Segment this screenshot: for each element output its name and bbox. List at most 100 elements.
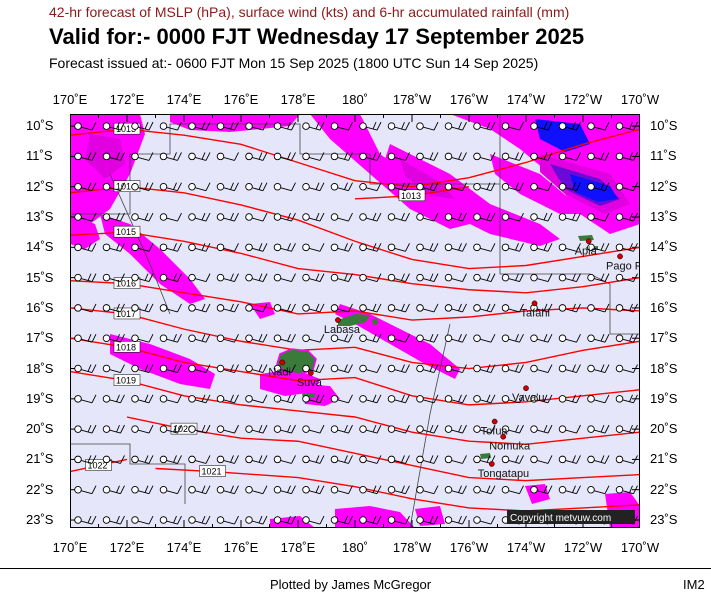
wind-barb <box>131 152 154 161</box>
wind-barb <box>273 485 296 495</box>
wind-barb <box>587 424 610 434</box>
wind-barb <box>330 455 353 464</box>
latitude-label: 22˚S <box>650 481 678 497</box>
wind-barb <box>530 394 553 404</box>
wind-barb <box>530 243 553 252</box>
isobar-label-text: 1019 <box>116 376 136 386</box>
wind-barb <box>387 485 410 495</box>
footer-divider <box>0 568 711 569</box>
wind-barb <box>530 364 553 373</box>
wind-barb <box>473 273 496 283</box>
isobar-label-text: 1016 <box>116 279 136 289</box>
wind-barb <box>245 273 268 283</box>
longitude-label: 180˚ <box>341 540 369 555</box>
latitude-label: 16˚S <box>26 299 54 315</box>
wind-barb <box>216 334 239 343</box>
wind-barb <box>131 273 154 283</box>
wind-barb <box>359 121 382 131</box>
wind-barb <box>359 424 382 434</box>
longitude-label: 176˚W <box>449 92 489 107</box>
wind-barb <box>131 334 154 343</box>
wind-barb <box>330 485 353 495</box>
longitude-label: 172˚E <box>109 92 145 107</box>
wind-barb <box>615 334 638 343</box>
rain-patch <box>70 214 100 249</box>
wind-barb <box>501 121 524 131</box>
wind-barb <box>74 455 97 464</box>
wind-barb <box>387 394 410 404</box>
wind-barb <box>159 243 182 252</box>
wind-barb <box>74 152 97 161</box>
wind-barb <box>302 455 325 464</box>
wind-barb <box>615 364 638 373</box>
isobar-label-box <box>113 374 141 386</box>
wind-barb <box>587 152 610 161</box>
wind-barb <box>330 243 353 252</box>
plot-credit: Plotted by James McGregor <box>270 577 432 592</box>
wind-barb <box>530 455 553 464</box>
wind-barb <box>188 455 211 464</box>
latitude-label: 15˚S <box>650 269 678 285</box>
wind-barb <box>416 121 439 131</box>
wind-barb <box>501 334 524 343</box>
wind-barb <box>245 243 268 252</box>
wind-barb <box>330 273 353 283</box>
wind-barb <box>245 394 268 404</box>
isobar-label: 1021 <box>199 465 226 477</box>
wind-barb <box>558 485 581 495</box>
wind-barb <box>444 364 467 373</box>
longitude-label: 178˚W <box>392 540 432 555</box>
boundary-line <box>70 443 186 504</box>
header-subtitle: 42-hr forecast of MSLP (hPa), surface wi… <box>49 4 570 20</box>
wind-barb <box>330 121 353 131</box>
wind-barb <box>359 455 382 464</box>
wind-barb <box>473 455 496 464</box>
wind-barb <box>74 515 97 525</box>
wind-barb <box>416 455 439 464</box>
wind-barb <box>188 515 211 525</box>
wind-barb <box>416 273 439 283</box>
wind-barb <box>530 303 553 313</box>
wind-barb <box>273 121 296 131</box>
wind-barb <box>131 212 154 222</box>
wind-barb <box>501 243 524 252</box>
wind-barb <box>245 424 268 434</box>
wind-barb <box>216 152 239 161</box>
wind-barb <box>615 273 638 283</box>
wind-barb <box>188 152 211 161</box>
wind-barb <box>416 394 439 404</box>
wind-barb <box>387 364 410 373</box>
wind-barb <box>473 303 496 313</box>
isobar-label: 1017 <box>113 307 141 320</box>
longitude-label: 180˚ <box>341 92 369 107</box>
longitude-label: 172˚W <box>563 92 603 107</box>
place-markers: Apia Pago Pago Tafahi Labasa Nadi Suva Vava'u T… <box>268 238 640 480</box>
wind-barb <box>587 334 610 343</box>
wind-barb <box>501 182 524 192</box>
wind-barb <box>501 212 524 222</box>
place-label: Tafahi <box>521 307 550 319</box>
wind-barb <box>558 364 581 373</box>
wind-barb <box>473 485 496 495</box>
isobar-label-text: 1017 <box>116 309 136 319</box>
wind-barb <box>159 424 182 434</box>
longitude-label: 178˚W <box>392 92 432 107</box>
latitude-label: 21˚S <box>650 451 678 467</box>
wind-barb <box>74 334 97 343</box>
place-label: Suva <box>297 377 323 389</box>
isobar-label-text: 1013 <box>116 124 136 134</box>
wind-barb <box>131 364 154 373</box>
wind-barb <box>330 212 353 222</box>
wind-barb <box>216 364 239 373</box>
wind-barb <box>615 303 638 313</box>
wind-barb <box>273 152 296 161</box>
wind-barb <box>359 515 382 525</box>
wind-barb <box>188 243 211 252</box>
isobar-label-box <box>199 465 226 477</box>
wind-barb <box>558 182 581 192</box>
wind-barb <box>159 515 182 525</box>
place-dot <box>488 461 495 467</box>
wind-barb <box>444 334 467 343</box>
wind-barb <box>473 212 496 222</box>
wind-barb <box>74 243 97 252</box>
